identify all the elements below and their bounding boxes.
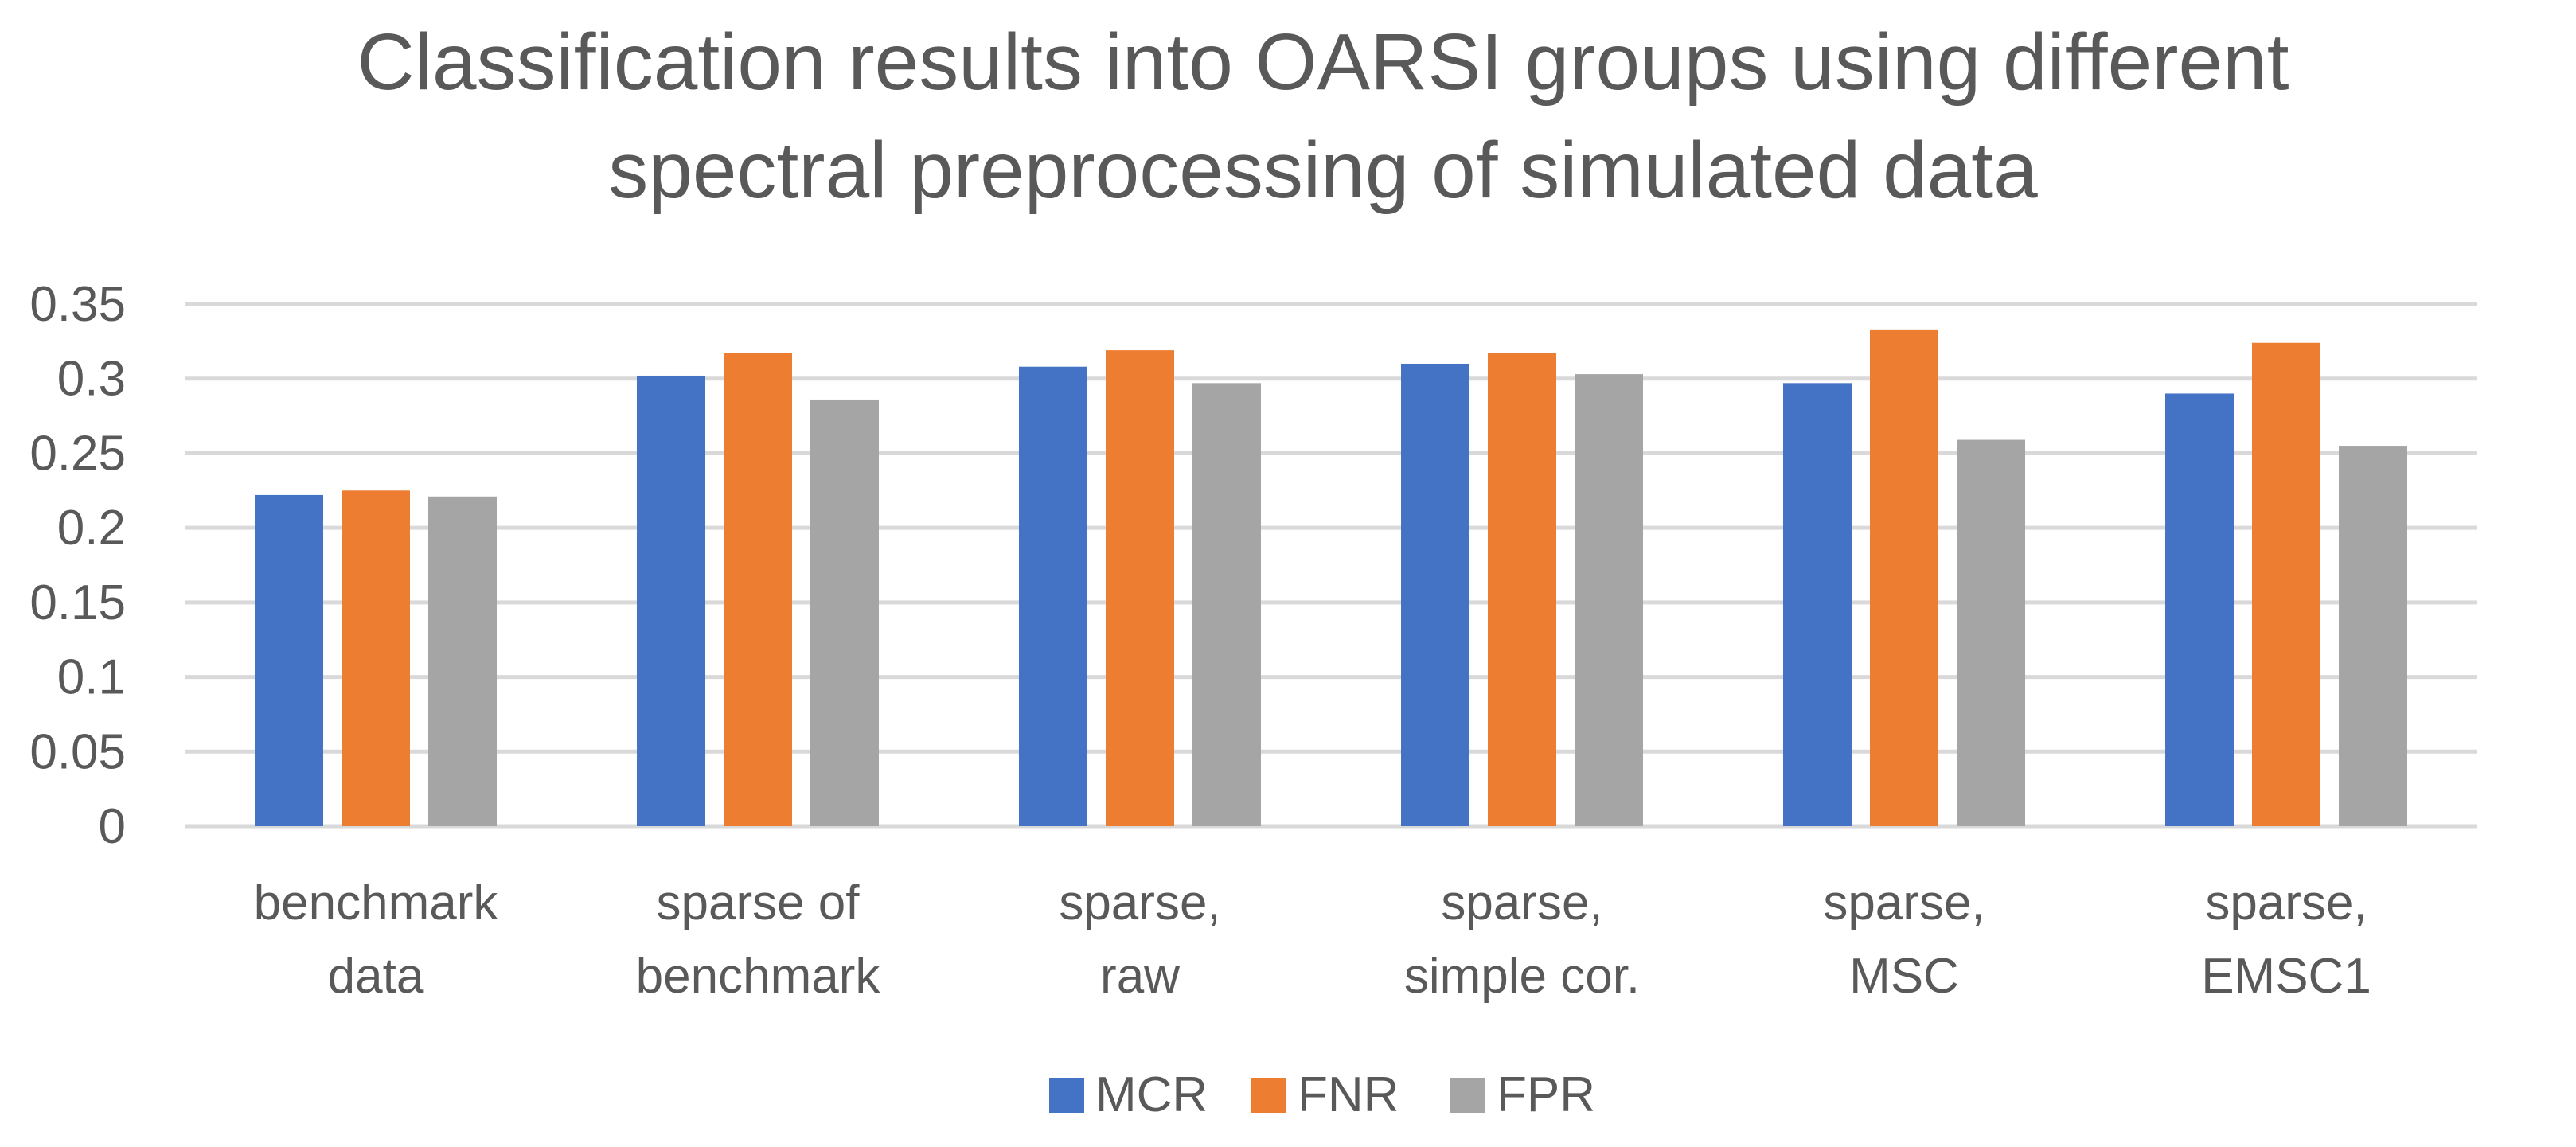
- bars: [255, 329, 2407, 827]
- bar-fnr: [2252, 342, 2320, 826]
- legend-swatch-fpr: [1450, 1078, 1485, 1113]
- bar-fpr: [1575, 374, 1643, 826]
- bar-mcr: [255, 494, 323, 826]
- x-tick-label: sparse,: [1059, 876, 1220, 930]
- x-tick-label: simple cor.: [1404, 949, 1640, 1004]
- bar-fpr: [810, 399, 879, 826]
- legend: MCR FNR FPR: [1049, 1067, 1595, 1122]
- bar-mcr: [637, 375, 705, 827]
- x-tick-label: benchmark: [636, 949, 881, 1004]
- x-tick-label: data: [328, 949, 424, 1004]
- legend-label-fpr: FPR: [1497, 1067, 1595, 1122]
- x-tick-label: sparse of: [656, 876, 860, 930]
- y-tick-label: 0.3: [57, 352, 126, 407]
- bar-mcr: [1401, 363, 1469, 826]
- bar-fnr: [1106, 350, 1174, 826]
- y-tick-label: 0.25: [29, 426, 126, 481]
- x-axis-ticks: benchmark data sparse of benchmark sparse, ra…: [254, 876, 2371, 1004]
- x-tick-label: sparse,: [1441, 876, 1602, 930]
- legend-swatch-fnr: [1251, 1078, 1286, 1113]
- x-tick-label: sparse,: [1823, 876, 1985, 930]
- y-axis-ticks: 0 0.05 0.1 0.15 0.2 0.25 0.3 0.35: [29, 277, 126, 854]
- y-tick-label: 0: [99, 799, 126, 854]
- y-tick-label: 0.2: [57, 501, 126, 556]
- y-tick-label: 0.1: [57, 650, 126, 705]
- y-tick-label: 0.15: [29, 575, 126, 630]
- y-tick-label: 0.35: [29, 277, 126, 332]
- bar-fnr: [342, 490, 410, 826]
- x-tick-label: sparse,: [2205, 876, 2367, 930]
- bar-fpr: [2339, 446, 2407, 826]
- bar-fpr: [1192, 383, 1261, 826]
- bar-fnr: [1488, 353, 1556, 826]
- bar-fpr: [1957, 439, 2025, 826]
- chart-title-line: spectral preprocessing of simulated data: [608, 126, 2038, 215]
- bar-mcr: [1783, 383, 1852, 826]
- bar-fpr: [428, 496, 497, 826]
- bar-mcr: [2165, 393, 2234, 826]
- legend-label-mcr: MCR: [1095, 1067, 1208, 1122]
- legend-label-fnr: FNR: [1298, 1067, 1399, 1122]
- x-tick-label: MSC: [1849, 949, 1959, 1004]
- x-tick-label: EMSC1: [2201, 949, 2371, 1004]
- x-tick-label: benchmark: [254, 876, 499, 930]
- chart-title-line: Classification results into OARSI groups…: [357, 18, 2289, 107]
- bar-fnr: [1870, 329, 1938, 826]
- bar-fnr: [724, 353, 792, 826]
- y-tick-label: 0.05: [29, 724, 126, 779]
- x-tick-label: raw: [1100, 949, 1180, 1004]
- legend-swatch-mcr: [1049, 1078, 1084, 1113]
- gridlines: [185, 302, 2477, 829]
- bar-mcr: [1019, 366, 1087, 827]
- chart-title: Classification results into OARSI groups…: [357, 18, 2289, 215]
